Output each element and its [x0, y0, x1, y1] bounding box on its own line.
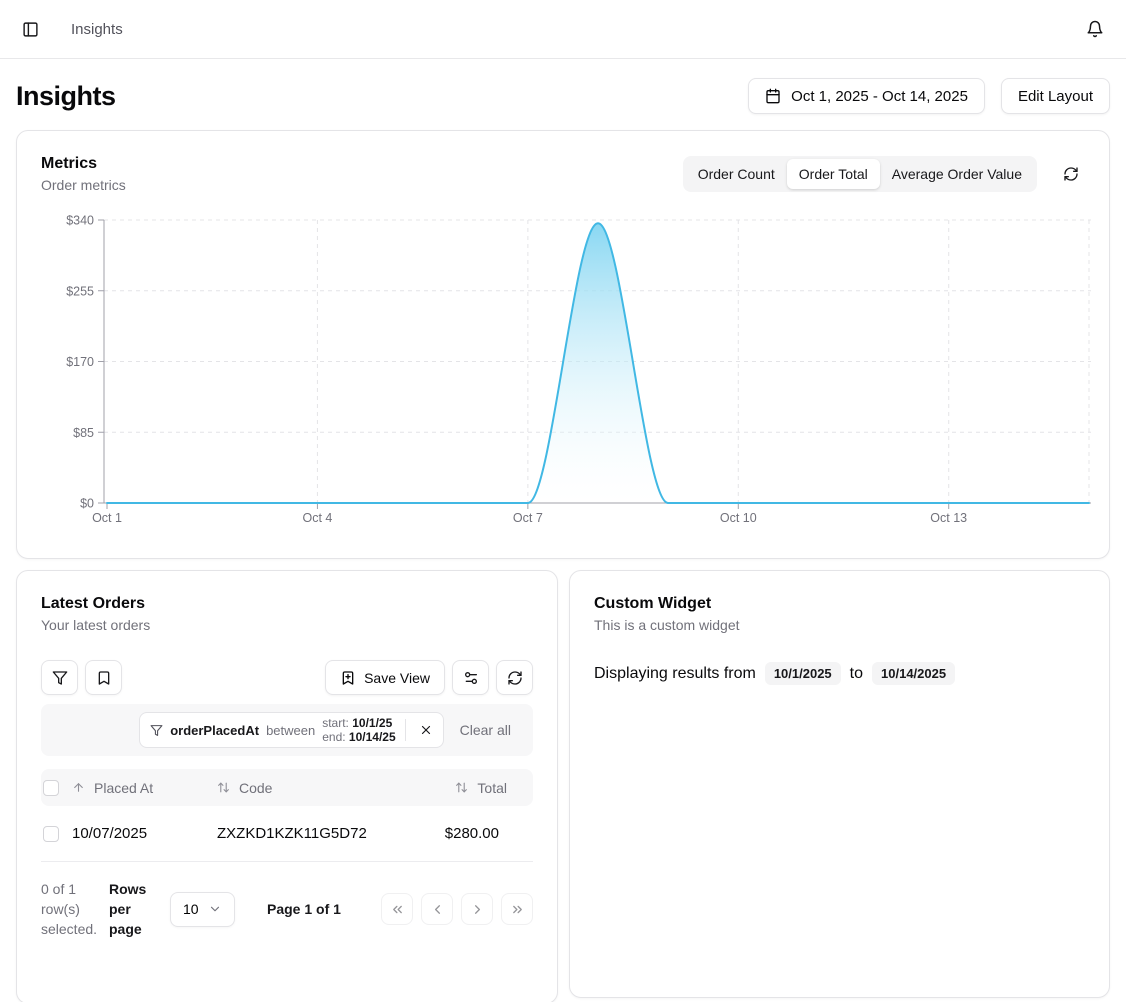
last-page-button[interactable]	[501, 893, 533, 925]
rows-per-page-label: Rows per page	[109, 881, 147, 937]
end-date-chip: 10/14/2025	[872, 662, 956, 685]
save-view-button[interactable]: Save View	[325, 660, 445, 695]
page-header: Insights Oct 1, 2025 - Oct 14, 2025 Edit…	[0, 59, 1126, 130]
first-page-button[interactable]	[381, 893, 413, 925]
bookmark-plus-icon	[340, 670, 356, 686]
sidebar-toggle-button[interactable]	[16, 15, 45, 44]
refresh-icon	[507, 670, 523, 686]
svg-text:Oct 4: Oct 4	[302, 511, 332, 525]
rows-per-page-value: 10	[183, 901, 199, 917]
tab-order-total[interactable]: Order Total	[786, 159, 880, 189]
custom-widget-body: Displaying results from 10/1/2025 to 10/…	[594, 662, 1085, 685]
select-all-checkbox[interactable]	[43, 779, 59, 796]
date-range-button[interactable]: Oct 1, 2025 - Oct 14, 2025	[748, 78, 985, 114]
widget-connector: to	[849, 664, 864, 682]
orders-subtitle: Your latest orders	[41, 617, 151, 633]
calendar-icon	[765, 88, 781, 104]
panel-left-icon	[22, 21, 39, 38]
pagination	[381, 893, 533, 925]
table-row: 10/07/2025 ZXZKD1KZK11G5D72 $280.00	[41, 806, 533, 862]
svg-text:$340: $340	[66, 214, 94, 228]
orders-title: Latest Orders	[41, 595, 146, 612]
x-icon	[419, 723, 433, 737]
topbar: Insights	[0, 0, 1126, 59]
refresh-icon	[1063, 166, 1079, 182]
orders-refresh-button[interactable]	[496, 660, 533, 695]
next-page-button[interactable]	[461, 893, 493, 925]
edit-layout-button[interactable]: Edit Layout	[1000, 78, 1110, 114]
chevrons-left-icon	[390, 902, 405, 917]
custom-widget-subtitle: This is a custom widget	[594, 617, 740, 633]
saved-views-button[interactable]	[85, 660, 122, 695]
funnel-icon	[52, 670, 68, 686]
previous-page-button[interactable]	[421, 893, 453, 925]
filter-field: orderPlacedAt	[170, 722, 260, 738]
rows-per-page-select[interactable]: 10	[170, 891, 235, 927]
svg-text:Oct 1: Oct 1	[92, 511, 122, 525]
svg-text:$170: $170	[66, 355, 94, 369]
chevrons-right-icon	[510, 902, 525, 917]
metrics-card: Metrics Order metrics Order Count Order …	[16, 130, 1110, 559]
filter-chip-order-placed-at[interactable]: orderPlacedAt between start: 10/1/25 end…	[139, 712, 444, 748]
metrics-subtitle: Order metrics	[41, 177, 126, 193]
tab-order-count[interactable]: Order Count	[686, 159, 787, 189]
tab-average-order-value[interactable]: Average Order Value	[880, 159, 1034, 189]
notifications-button[interactable]	[1080, 14, 1110, 44]
svg-text:Oct 7: Oct 7	[513, 511, 543, 525]
arrow-up-icon	[72, 781, 85, 794]
page-title: Insights	[16, 80, 116, 111]
row-checkbox[interactable]	[43, 825, 59, 842]
selection-status: 0 of 1 row(s) selected.	[41, 881, 98, 937]
chevron-right-icon	[470, 902, 485, 917]
arrow-up-down-icon	[217, 781, 230, 794]
dashboard-content: Metrics Order metrics Order Count Order …	[0, 130, 1126, 1002]
table-footer: 0 of 1 row(s) selected. Rows per page 10…	[41, 879, 533, 939]
filter-operator: between	[266, 722, 316, 738]
metrics-refresh-button[interactable]	[1057, 160, 1085, 188]
orders-toolbar: Save View	[41, 660, 533, 695]
column-header-total[interactable]: Total	[387, 780, 533, 796]
custom-widget-title: Custom Widget	[594, 595, 712, 612]
column-header-placed-at[interactable]: Placed At	[72, 780, 217, 796]
metric-tabs: Order Count Order Total Average Order Va…	[682, 156, 1037, 192]
breadcrumb: Insights	[71, 20, 123, 38]
arrow-up-down-icon	[455, 781, 468, 794]
bell-icon	[1086, 20, 1104, 38]
table-header-row: Placed At Code Total	[41, 769, 533, 806]
svg-text:Oct 13: Oct 13	[930, 511, 967, 525]
filter-range-values: start: 10/1/25 end: 10/14/25	[322, 716, 396, 744]
funnel-icon	[150, 724, 163, 737]
order-metrics-area-chart: $0 $85 $170 $255 $340 Oct 1 Oct 4 Oct 7 Oct 10 Oc…	[66, 214, 1091, 525]
cell-placed-at: 10/07/2025	[72, 825, 148, 842]
page-indicator: Page 1 of 1	[267, 901, 341, 917]
widget-text: Displaying results from	[594, 664, 756, 682]
clear-all-filters-button[interactable]: Clear all	[459, 722, 511, 738]
orders-table: Placed At Code Total	[41, 769, 533, 862]
active-filters-bar: orderPlacedAt between start: 10/1/25 end…	[41, 704, 533, 756]
date-range-label: Oct 1, 2025 - Oct 14, 2025	[791, 87, 968, 105]
column-header-code[interactable]: Code	[217, 780, 387, 796]
bookmark-icon	[96, 670, 112, 686]
latest-orders-card: Latest Orders Your latest orders	[16, 570, 558, 1002]
sliders-icon	[463, 670, 479, 686]
chevron-left-icon	[430, 902, 445, 917]
cell-total: $280.00	[444, 825, 499, 842]
start-date-chip: 10/1/2025	[764, 662, 841, 685]
svg-text:$0: $0	[80, 497, 94, 511]
metrics-title: Metrics	[41, 155, 98, 172]
custom-widget-card: Custom Widget This is a custom widget Di…	[569, 570, 1110, 998]
remove-filter-button[interactable]	[415, 719, 437, 741]
cell-code: ZXZKD1KZK11G5D72	[217, 825, 367, 842]
svg-text:Oct 10: Oct 10	[720, 511, 757, 525]
svg-text:$85: $85	[73, 426, 94, 440]
filter-button[interactable]	[41, 660, 78, 695]
divider	[404, 719, 406, 741]
chevron-down-icon	[208, 902, 222, 916]
svg-text:$255: $255	[66, 284, 94, 298]
save-view-label: Save View	[364, 669, 430, 686]
table-settings-button[interactable]	[452, 660, 489, 695]
